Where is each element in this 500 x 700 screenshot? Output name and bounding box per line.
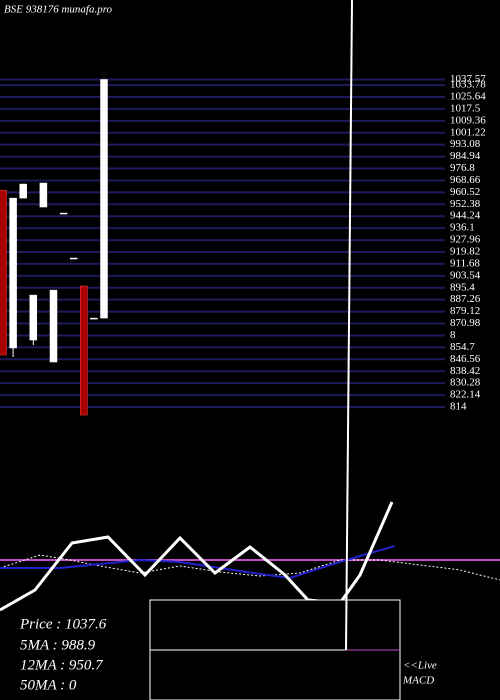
y-tick-label: 870.98 bbox=[450, 317, 481, 329]
y-tick-label: 814 bbox=[450, 401, 467, 413]
candle-body bbox=[49, 289, 58, 363]
y-tick-label: 976.8 bbox=[450, 162, 475, 174]
candles bbox=[0, 79, 108, 416]
candle-body bbox=[39, 182, 48, 208]
y-tick-label: 1009.36 bbox=[450, 114, 486, 126]
y-tick-label: 903.54 bbox=[450, 269, 481, 281]
candle-body bbox=[19, 183, 27, 199]
candle-body bbox=[9, 197, 17, 349]
info-ma: 50MA : 0 bbox=[20, 677, 77, 693]
live-label: <<Live bbox=[403, 660, 437, 672]
y-tick-label: 919.82 bbox=[450, 246, 480, 258]
y-tick-label: 822.14 bbox=[450, 389, 481, 401]
y-tick-label: 952.38 bbox=[450, 198, 481, 210]
y-tick-label: 8 bbox=[450, 329, 456, 341]
candle-body bbox=[80, 285, 88, 416]
y-tick-label: 830.28 bbox=[450, 377, 481, 389]
y-tick-label: 1033.78 bbox=[450, 79, 486, 91]
candle-body bbox=[0, 189, 7, 356]
y-tick-label: 1001.22 bbox=[450, 126, 486, 138]
info-ma: 12MA : 950.7 bbox=[20, 657, 104, 673]
y-tick-label: 1037.57 bbox=[450, 73, 486, 85]
y-tick-label: 1017.5 bbox=[450, 102, 481, 114]
info-ma: 5MA : 988.9 bbox=[20, 637, 96, 653]
candle-body bbox=[90, 317, 98, 320]
y-tick-label: 993.08 bbox=[450, 138, 481, 150]
candle-body bbox=[69, 257, 78, 260]
y-tick-label: 936.1 bbox=[450, 222, 475, 234]
indicator-line bbox=[0, 554, 500, 581]
info-price: Price : 1037.6 bbox=[19, 616, 107, 632]
y-tick-label: 895.4 bbox=[450, 281, 475, 293]
y-tick-label: 911.68 bbox=[450, 257, 480, 269]
y-tick-label: 960.52 bbox=[450, 186, 480, 198]
y-tick-label: 927.96 bbox=[450, 234, 481, 246]
y-tick-label: 1025.64 bbox=[450, 91, 486, 103]
y-tick-label: 879.12 bbox=[450, 305, 480, 317]
candle-body bbox=[59, 212, 68, 215]
y-tick-label: 838.42 bbox=[450, 365, 480, 377]
chart-title: BSE 938176 munafa.pro bbox=[4, 4, 113, 16]
y-tick-label: 968.66 bbox=[450, 174, 481, 186]
y-tick-label: 846.56 bbox=[450, 353, 481, 365]
macd-label: MACD bbox=[402, 675, 434, 687]
candle-body bbox=[29, 294, 38, 341]
y-tick-label: 944.24 bbox=[450, 210, 481, 222]
candle-body bbox=[100, 79, 108, 319]
y-tick-label: 854.7 bbox=[450, 341, 475, 353]
grid: 1037.571033.781025.641017.51009.361001.2… bbox=[0, 73, 486, 413]
y-tick-label: 887.26 bbox=[450, 293, 481, 305]
macd-line bbox=[345, 0, 353, 651]
y-tick-label: 984.94 bbox=[450, 150, 481, 162]
